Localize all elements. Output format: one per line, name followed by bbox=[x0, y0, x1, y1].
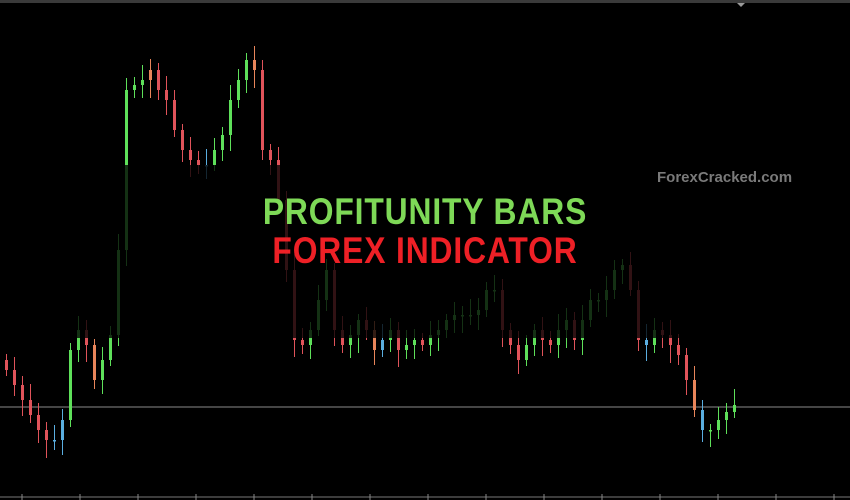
candle-body bbox=[237, 80, 240, 100]
candle-body bbox=[53, 440, 56, 442]
candle-body bbox=[669, 335, 672, 345]
candle-body bbox=[405, 345, 408, 350]
candle-body bbox=[101, 360, 104, 380]
candle-body bbox=[701, 410, 704, 430]
candle-body bbox=[13, 370, 16, 385]
candle-body bbox=[141, 80, 144, 85]
candle-body bbox=[517, 345, 520, 360]
candle-body bbox=[221, 135, 224, 150]
candle-body bbox=[421, 340, 424, 345]
candle-body bbox=[693, 380, 696, 410]
candle-body bbox=[109, 335, 112, 360]
candle-body bbox=[77, 330, 80, 350]
candle-body bbox=[45, 430, 48, 440]
candle-body bbox=[29, 400, 32, 415]
candle-body bbox=[549, 340, 552, 345]
candle-body bbox=[733, 405, 736, 412]
candle-body bbox=[373, 330, 376, 350]
title-backdrop bbox=[0, 165, 850, 338]
candle-body bbox=[5, 360, 8, 370]
candle-body bbox=[37, 415, 40, 430]
candle-body bbox=[709, 430, 712, 432]
candle-body bbox=[381, 340, 384, 350]
candle-body bbox=[245, 60, 248, 80]
candle-body bbox=[133, 85, 136, 90]
candle-body bbox=[149, 70, 152, 80]
candle-body bbox=[173, 100, 176, 130]
candle-body bbox=[189, 150, 192, 160]
candle-body bbox=[413, 340, 416, 345]
candle-body bbox=[61, 420, 64, 440]
candle-body bbox=[229, 100, 232, 135]
candle-body bbox=[157, 70, 160, 90]
candle-body bbox=[197, 160, 200, 165]
candle-body bbox=[21, 385, 24, 400]
candle-body bbox=[301, 340, 304, 345]
shift-marker-icon[interactable] bbox=[737, 3, 745, 7]
candle-body bbox=[677, 345, 680, 355]
candle-body bbox=[165, 90, 168, 100]
candle-body bbox=[69, 350, 72, 420]
candle-body bbox=[717, 420, 720, 430]
title-profitunity-bars: PROFITUNITY BARS bbox=[262, 191, 588, 232]
top-border bbox=[0, 0, 850, 3]
candle-body bbox=[261, 70, 264, 150]
candle-body bbox=[93, 345, 96, 380]
candle-body bbox=[349, 335, 352, 345]
candle-body bbox=[429, 335, 432, 345]
candle-body bbox=[181, 130, 184, 150]
candle-body bbox=[269, 150, 272, 160]
candle-body bbox=[645, 340, 648, 345]
candle-body bbox=[253, 60, 256, 70]
candle-body bbox=[685, 355, 688, 380]
watermark: ForexCracked.com bbox=[657, 169, 793, 186]
title-forex-indicator: FOREX INDICATOR bbox=[272, 230, 578, 271]
candle-body bbox=[397, 330, 400, 350]
candle-body bbox=[525, 345, 528, 360]
candle-body bbox=[725, 412, 728, 420]
candle-body bbox=[213, 150, 216, 165]
